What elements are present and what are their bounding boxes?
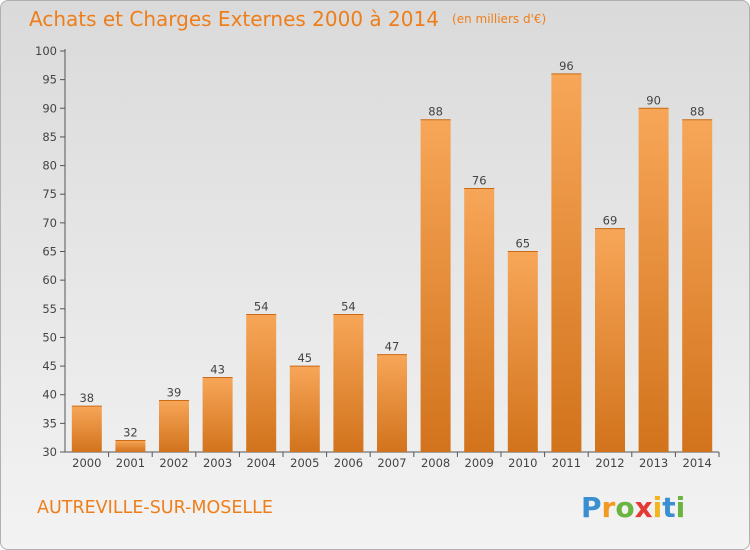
bar [420,119,451,452]
x-tick-label: 2001 [116,456,145,470]
y-tick-label: 40 [42,388,57,402]
bar-value-label: 43 [210,363,225,377]
bar-value-label: 76 [472,173,487,187]
logo-letter: i [675,491,686,524]
bar-value-label: 54 [341,300,356,314]
bar [115,440,146,452]
y-tick-label: 35 [42,416,57,430]
logo-letter: o [615,491,635,524]
bar-value-label: 54 [254,300,269,314]
bar-value-label: 69 [603,214,618,228]
chart-bars [71,73,713,453]
commune-name: AUTREVILLE-SUR-MOSELLE [37,498,273,518]
bar-value-label: 47 [385,340,400,354]
bar-value-label: 32 [123,426,138,440]
bar-value-label: 65 [515,237,530,251]
logo-letter: t [662,491,676,524]
y-tick-label: 90 [42,101,57,115]
x-tick-label: 2003 [203,456,232,470]
logo-letter: i [652,491,663,524]
y-tick-label: 45 [42,359,57,373]
chart-title-block: Achats et Charges Externes 2000 à 2014 (… [29,7,546,31]
x-tick-label: 2013 [639,456,668,470]
logo-letter: x [634,491,653,524]
y-tick-label: 85 [42,130,57,144]
x-tick-label: 2010 [508,456,537,470]
y-tick-label: 50 [42,330,57,344]
bar [595,228,625,452]
x-tick-label: 2006 [334,456,363,470]
y-tick-label: 80 [42,159,57,173]
y-tick-label: 95 [42,73,57,87]
bar [202,377,233,452]
x-tick-label: 2000 [72,456,101,470]
bar [333,314,364,452]
y-tick-label: 55 [42,302,57,316]
x-tick-label: 2004 [247,456,276,470]
logo-letter: r [601,491,616,524]
x-tick-label: 2014 [683,456,712,470]
bar [638,108,669,453]
x-tick-label: 2007 [377,456,406,470]
bar-value-label: 90 [646,93,661,107]
x-tick-label: 2002 [159,456,188,470]
bar [551,73,582,453]
bar-value-label: 45 [297,351,312,365]
chart-axes: 30 35 40 45 50 55 60 65 70 75 80 85 90 95 100 2000 2001 2… [35,44,720,470]
x-tick-label: 2008 [421,456,450,470]
x-tick-label: 2012 [595,456,624,470]
bar [507,251,538,452]
bar [377,354,407,452]
x-tick-label: 2009 [465,456,494,470]
chart-title: Achats et Charges Externes 2000 à 2014 [29,7,439,31]
y-tick-label: 75 [42,187,57,201]
x-tick-label: 2011 [552,456,581,470]
bar-value-label: 39 [167,385,182,399]
bar [464,188,495,452]
bar [246,314,277,452]
bar [289,366,320,452]
proxiti-logo[interactable]: Proxiti [581,491,685,524]
bar-value-label: 88 [428,105,443,119]
logo-letter: P [581,491,602,524]
y-tick-label: 60 [42,273,57,287]
x-tick-label: 2005 [290,456,319,470]
bar-value-label: 38 [79,391,94,405]
y-tick-label: 65 [42,245,57,259]
bar [71,406,102,452]
chart-data-labels: 38 32 39 43 54 45 54 47 88 76 65 96 69 90 88 [79,59,704,440]
bar-value-label: 96 [559,59,574,73]
chart-unit: (en milliers d'€) [452,12,547,26]
bar [159,400,189,452]
bar [682,119,713,452]
y-tick-label: 70 [42,216,57,230]
y-tick-label: 100 [35,44,57,58]
y-tick-label: 30 [42,445,57,459]
bar-value-label: 88 [690,105,705,119]
